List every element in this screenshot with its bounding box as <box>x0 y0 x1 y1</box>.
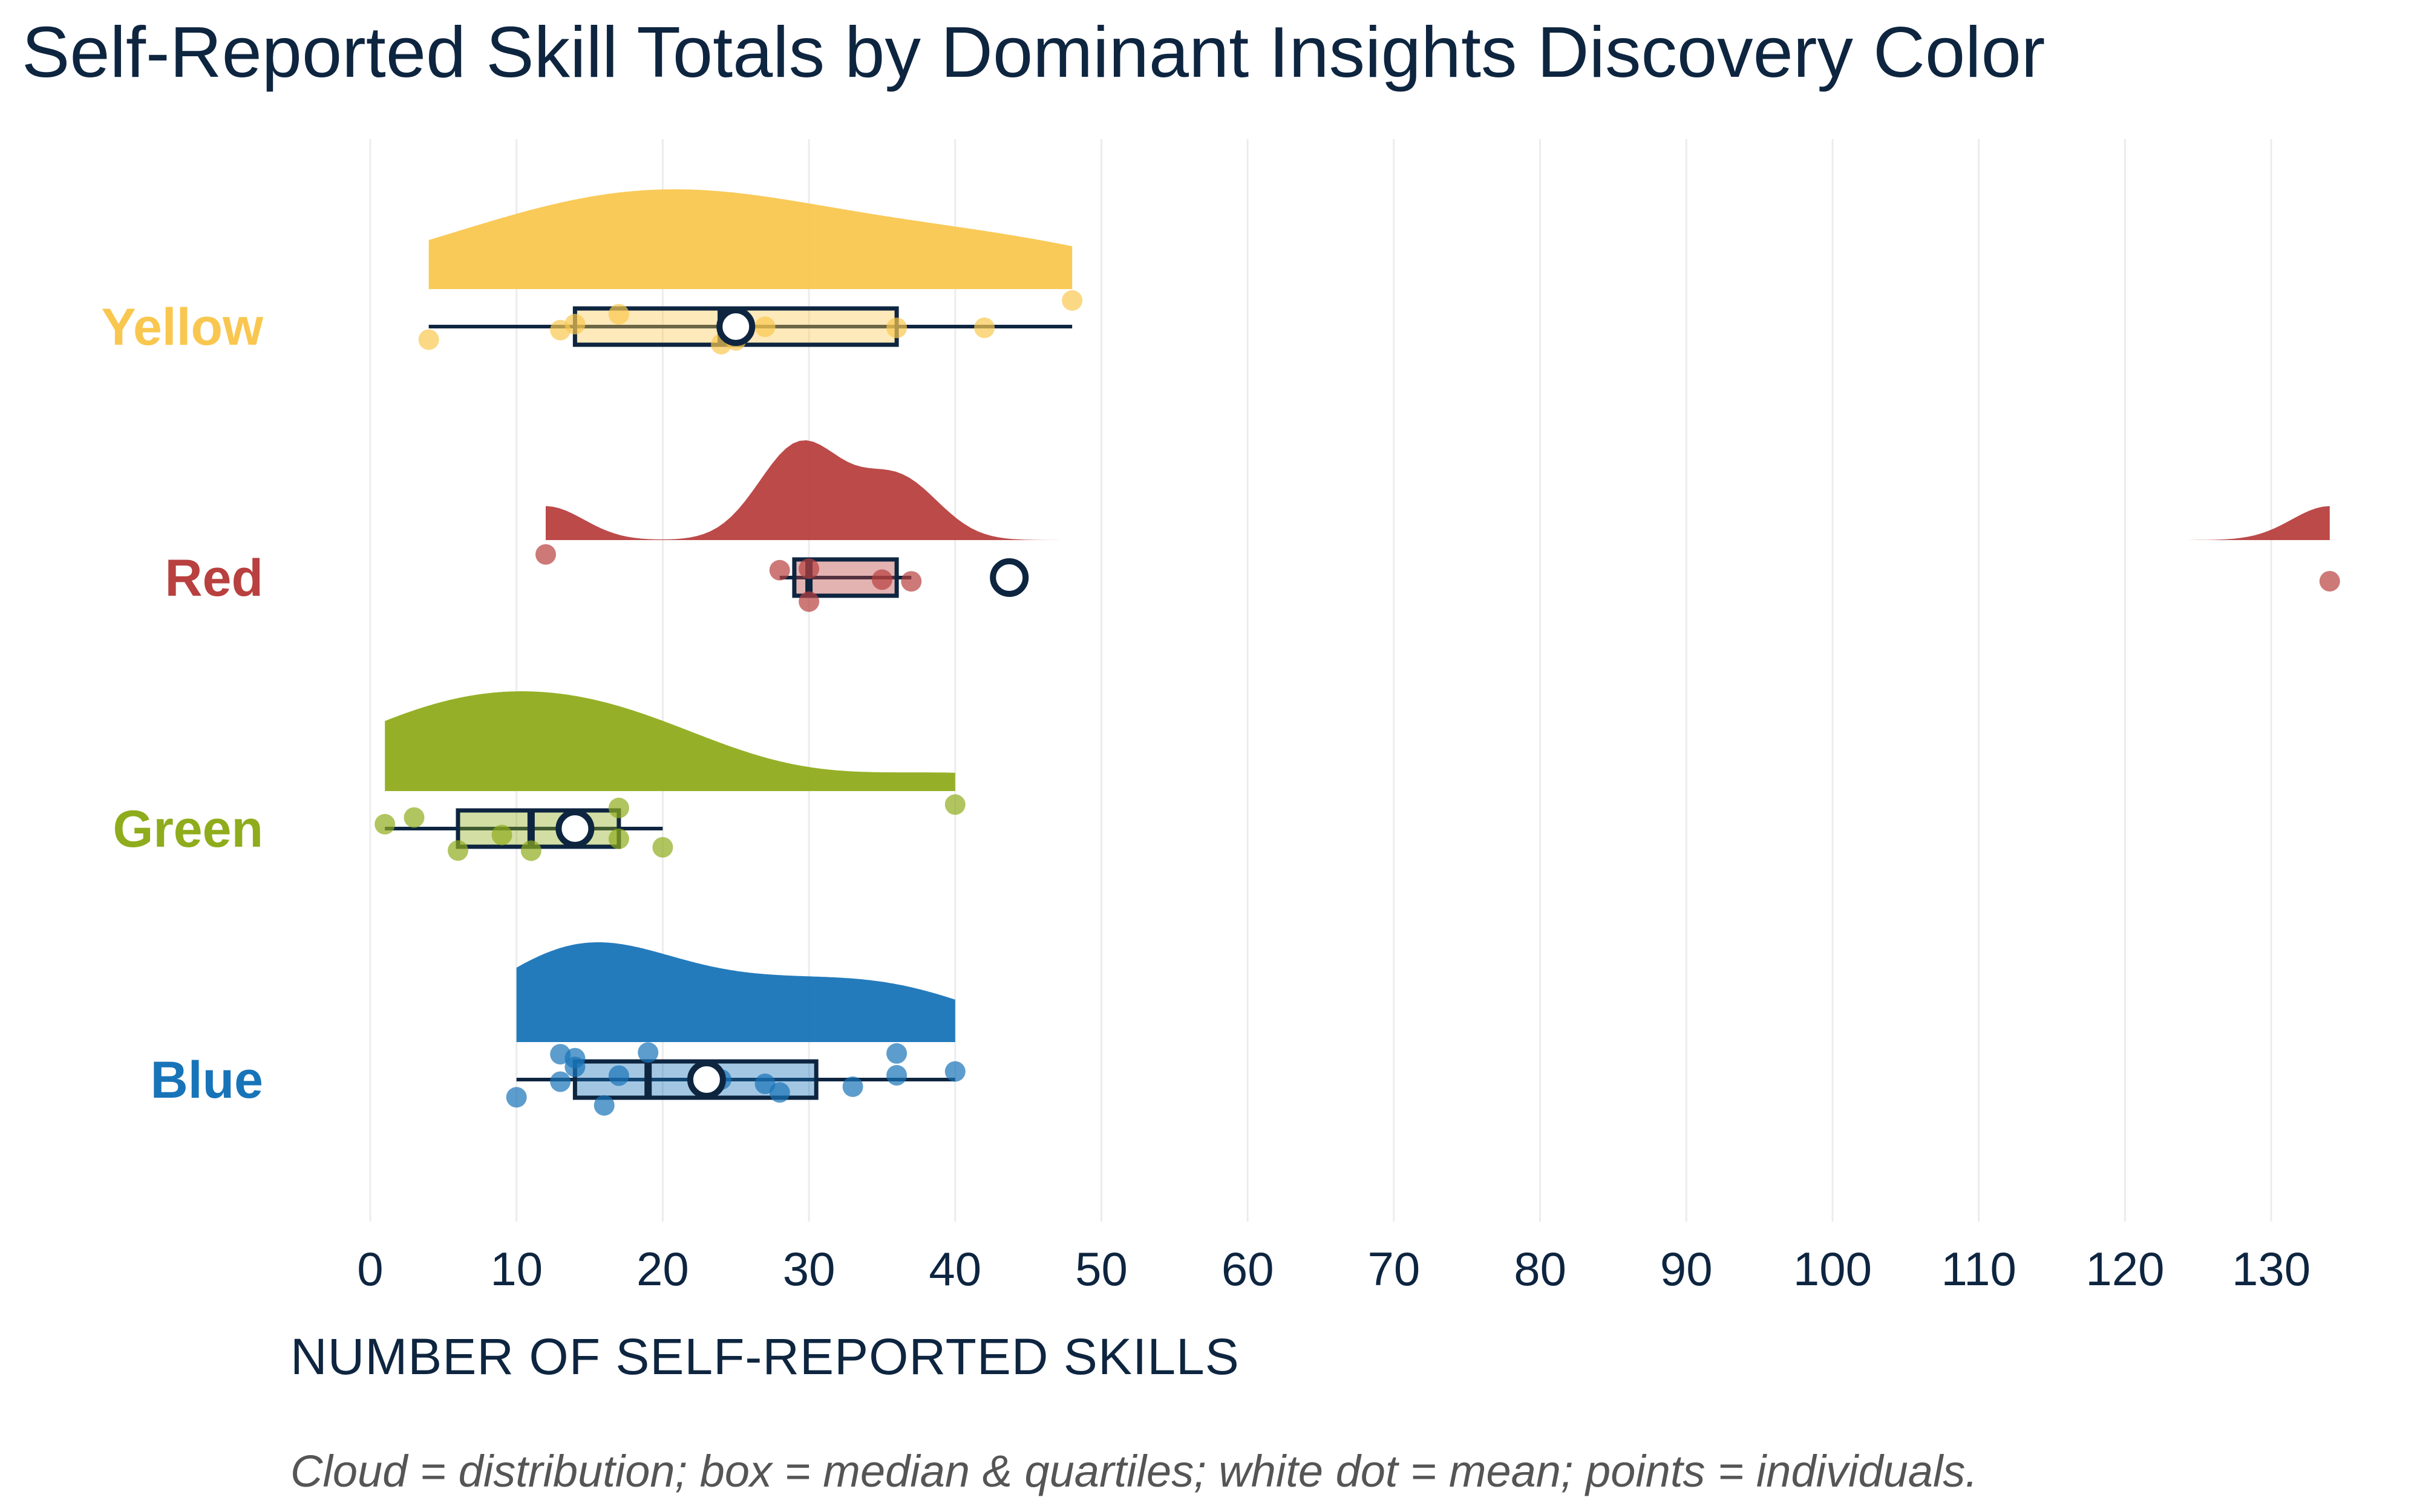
group-label-green: Green <box>113 800 263 858</box>
x-tick-label: 30 <box>783 1242 836 1295</box>
data-point <box>550 1071 571 1092</box>
data-point <box>564 1057 586 1077</box>
density-cloud-blue <box>516 942 955 1042</box>
box-green <box>456 808 621 849</box>
data-point <box>374 813 396 835</box>
data-point <box>944 1061 966 1082</box>
data-point <box>520 840 541 861</box>
data-point <box>404 807 425 828</box>
data-point <box>418 329 439 350</box>
group-label-yellow: Yellow <box>101 298 264 356</box>
data-point <box>769 559 790 581</box>
x-tick-label: 120 <box>2085 1242 2164 1295</box>
data-point <box>886 318 908 339</box>
data-point <box>944 794 966 815</box>
x-tick-label: 20 <box>636 1242 689 1295</box>
mean-marker <box>555 809 595 848</box>
data-point <box>564 313 586 334</box>
data-point <box>871 569 892 590</box>
data-point <box>608 797 629 818</box>
data-point <box>799 558 820 579</box>
data-point <box>754 316 776 337</box>
data-point <box>608 304 629 325</box>
data-point <box>608 828 629 849</box>
data-point <box>769 1082 790 1103</box>
x-axis-label: NUMBER OF SELF-REPORTED SKILLS <box>290 1328 1240 1385</box>
data-point <box>594 1095 615 1116</box>
x-tick-label: 60 <box>1221 1242 1274 1295</box>
mean-marker <box>687 1060 726 1099</box>
data-point <box>974 318 995 338</box>
x-tick-label: 70 <box>1368 1242 1421 1295</box>
x-tick-label: 80 <box>1514 1242 1566 1295</box>
group-label-blue: Blue <box>151 1051 263 1109</box>
chart-caption: Cloud = distribution; box = median & qua… <box>290 1446 1978 1496</box>
x-tick-label: 0 <box>357 1242 383 1295</box>
density-cloud-green <box>385 691 955 791</box>
x-tick-label: 10 <box>490 1242 543 1295</box>
data-point <box>608 1065 629 1086</box>
mean-marker <box>990 558 1029 597</box>
data-point <box>901 571 922 592</box>
data-point <box>535 544 557 565</box>
data-point <box>652 837 673 858</box>
x-tick-label: 90 <box>1660 1242 1713 1295</box>
density-cloud-red <box>546 440 2330 540</box>
data-point <box>886 1043 908 1064</box>
data-point <box>842 1076 863 1097</box>
density-cloud-yellow <box>428 189 1073 289</box>
x-tick-label: 100 <box>1793 1242 1872 1295</box>
mean-marker <box>716 307 756 346</box>
x-tick-label: 110 <box>1941 1242 2016 1295</box>
x-tick-label: 130 <box>2232 1242 2310 1295</box>
data-point <box>638 1042 659 1063</box>
data-point <box>1062 290 1083 311</box>
group-label-red: Red <box>165 549 263 607</box>
data-point <box>506 1087 527 1108</box>
data-point <box>886 1064 908 1086</box>
data-point <box>448 840 469 861</box>
data-point <box>491 824 512 846</box>
data-point <box>799 591 820 612</box>
x-tick-label: 40 <box>929 1242 981 1295</box>
x-tick-label: 50 <box>1075 1242 1128 1295</box>
data-point <box>2319 571 2340 591</box>
chart-title: Self-Reported Skill Totals by Dominant I… <box>22 12 2046 93</box>
